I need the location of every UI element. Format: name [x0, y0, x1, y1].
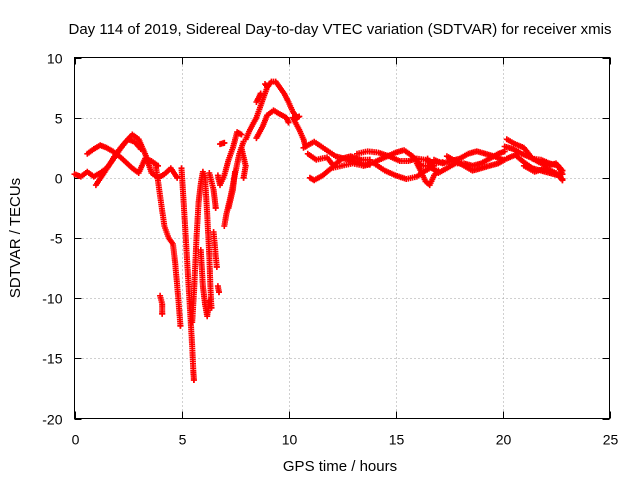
data-point-marker — [159, 310, 166, 317]
x-tick-label: 5 — [179, 432, 187, 448]
x-axis-label: GPS time / hours — [283, 458, 397, 475]
data-series-sdtvar — [71, 78, 566, 383]
data-point-marker — [240, 174, 247, 181]
y-tick-label: -10 — [42, 291, 62, 307]
x-tick-label: 0 — [72, 432, 80, 448]
chart-title: Day 114 of 2019, Sidereal Day-to-day VTE… — [69, 21, 612, 38]
x-tick-label: 25 — [603, 432, 619, 448]
data-point-marker — [137, 146, 144, 152]
data-point-marker — [174, 174, 181, 181]
data-point-marker — [264, 83, 271, 90]
y-axis-label: SDTVAR / TECUs — [7, 178, 24, 298]
y-tick-label: 5 — [55, 111, 63, 127]
data-point-marker — [206, 297, 213, 304]
data-point-marker — [212, 204, 219, 211]
grid-lines — [74, 57, 610, 419]
y-tick-label: -5 — [50, 231, 63, 247]
x-tick-label: 20 — [496, 432, 512, 448]
data-point-marker — [177, 322, 184, 329]
data-point-marker — [559, 176, 566, 182]
y-tick-label: 0 — [55, 171, 63, 187]
y-tick-label: 10 — [47, 51, 63, 67]
x-tick-label: 10 — [282, 432, 298, 448]
y-tick-label: -20 — [42, 412, 62, 428]
data-point-marker — [285, 119, 292, 126]
axis-ticks: 0 5 10 15 20 25 -20 -15 -10 -5 0 5 10 — [42, 51, 618, 448]
y-tick-label: -15 — [42, 351, 62, 367]
data-point-marker — [213, 263, 220, 270]
data-point-marker — [238, 131, 245, 138]
data-point-marker — [257, 90, 264, 97]
data-point-marker — [296, 113, 303, 120]
x-tick-label: 15 — [389, 432, 405, 448]
data-point-marker — [232, 168, 238, 175]
data-point-marker — [190, 377, 197, 383]
data-point-marker — [221, 139, 228, 146]
data-point-marker — [216, 289, 222, 296]
